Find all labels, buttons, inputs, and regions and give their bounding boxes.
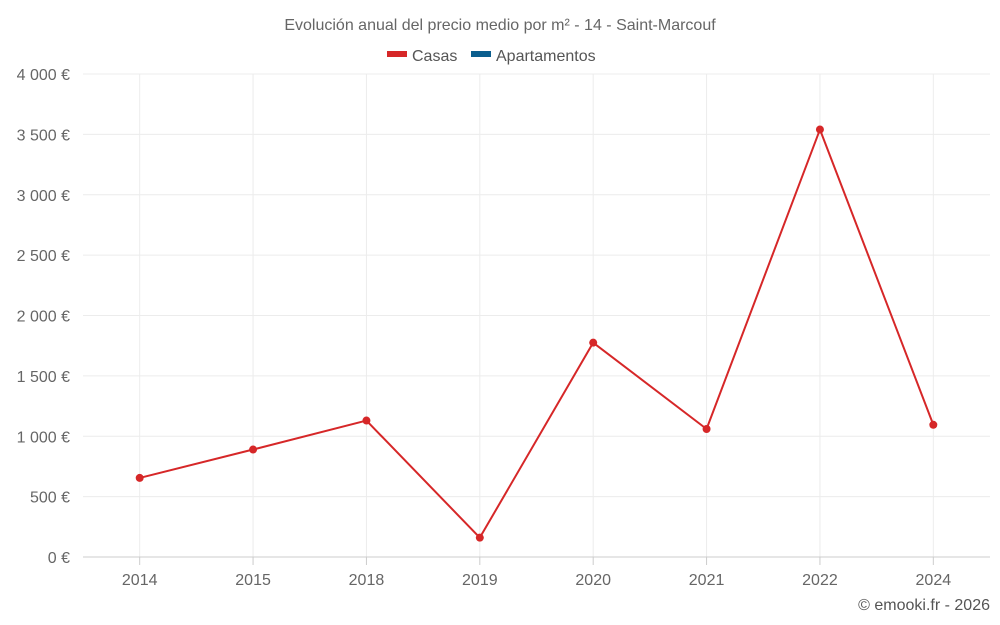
data-point[interactable]	[929, 420, 938, 429]
credit-text: © emooki.fr - 2026	[858, 597, 990, 614]
legend-item-casas[interactable]: Casas	[387, 48, 457, 65]
data-point[interactable]	[815, 125, 824, 134]
axes: 0 € 500 € 1 000 € 1 500 € 2 000 € 2 500 € 3 00…	[17, 67, 990, 589]
data-point[interactable]	[589, 338, 598, 347]
y-tick-label: 4 000 €	[17, 67, 70, 84]
y-tick-label: 1 000 €	[17, 429, 70, 446]
y-tick-label: 500 €	[30, 490, 70, 507]
chart-title: Evolución anual del precio medio por m² …	[284, 17, 716, 34]
x-tick-label: 2024	[916, 572, 952, 589]
data-point[interactable]	[702, 425, 711, 434]
x-tick-label: 2021	[689, 572, 725, 589]
series-line	[139, 128, 935, 539]
legend-swatch-casas	[387, 51, 407, 57]
x-tick-label: 2018	[349, 572, 385, 589]
series-casas	[135, 125, 938, 542]
data-point[interactable]	[362, 416, 371, 425]
data-point[interactable]	[249, 445, 258, 454]
x-tick-label: 2022	[802, 572, 838, 589]
data-point[interactable]	[135, 473, 144, 482]
y-tick-label: 1 500 €	[17, 369, 70, 386]
legend-label-apartamentos: Apartamentos	[496, 48, 596, 65]
legend-swatch-apartamentos	[471, 51, 491, 57]
y-tick-label: 2 000 €	[17, 309, 70, 326]
x-tick-label: 2014	[122, 572, 158, 589]
legend-item-apartamentos[interactable]: Apartamentos	[471, 48, 596, 65]
y-tick-label: 0 €	[48, 550, 70, 567]
y-tick-label: 3 500 €	[17, 127, 70, 144]
y-tick-label: 3 000 €	[17, 188, 70, 205]
x-tick-label: 2019	[462, 572, 498, 589]
gridlines	[83, 73, 990, 557]
legend-label-casas: Casas	[412, 48, 457, 65]
x-tick-label: 2020	[575, 572, 611, 589]
y-tick-label: 2 500 €	[17, 248, 70, 265]
legend: Casas Apartamentos	[387, 48, 596, 65]
data-point[interactable]	[475, 533, 484, 542]
x-tick-label: 2015	[235, 572, 271, 589]
